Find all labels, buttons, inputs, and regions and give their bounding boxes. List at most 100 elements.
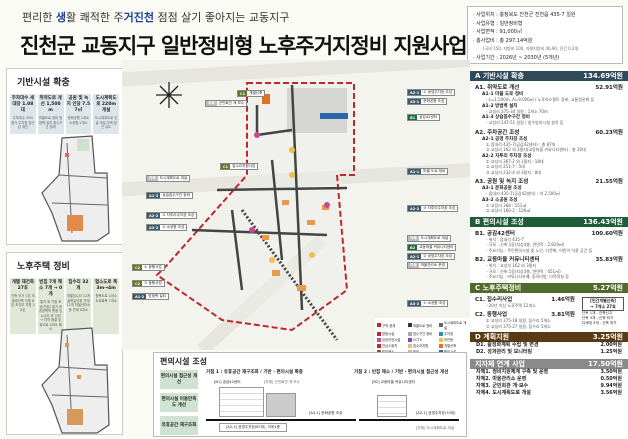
goal-badge: 유휴공간 재구조화 bbox=[160, 416, 198, 435]
info-budget: · 총사업비 : 총 297.14억원 bbox=[473, 37, 533, 44]
stat-desc: 마을도로 정비 방범벽 설치 침수구간 정비 bbox=[38, 116, 63, 129]
legend-item: 안심스위치 bbox=[377, 343, 407, 348]
budget-row: D2. 성과관리 및 모니터링 1.25억원 bbox=[470, 349, 628, 356]
legend-item: 보안등 bbox=[439, 337, 469, 342]
slogan: 편리한 생활 쾌적한 주거진천 점점 살기 좋아지는 교동지구 bbox=[22, 9, 289, 25]
stat-desc: 건축 허가 1호 개별재건축 지원 6호 조건부 지원 20호 bbox=[11, 294, 35, 312]
map-tag[interactable]: C1 개별신축 bbox=[237, 90, 266, 97]
j2-label: [자체] 도시계획도로 개설 bbox=[416, 426, 455, 430]
tag-code: A1-1 bbox=[408, 169, 422, 174]
map-tag[interactable]: A2-1 ① 공영주차장 조성 bbox=[407, 89, 455, 96]
legend-label: 집수리지원 bbox=[413, 344, 429, 348]
goal-badge: 편의시설 접근성 개선 bbox=[160, 370, 198, 389]
map-tag[interactable]: A2-2 ② 자투리주차장 조성 bbox=[146, 212, 198, 219]
project-info-box: · 사업위치 : 충청북도 진천군 진천읍 435-7 일원 · 사업유형 : … bbox=[467, 6, 623, 64]
map-tag[interactable]: 지체 마을관리소 운영 bbox=[407, 262, 448, 269]
map-tag[interactable]: B1 공감42센터 bbox=[407, 114, 441, 121]
item-amount: 52.91억원 bbox=[595, 85, 623, 91]
section-E-header: 지자체 연계 사업 17.50억원 bbox=[470, 359, 628, 369]
budget-row: D1. 활성화계획 수립 및 변경 2.00억원 bbox=[470, 342, 628, 349]
map-tag[interactable]: A1-2 방범벽 설치 bbox=[132, 293, 169, 300]
map-tag[interactable]: 지체 도시계획도로 개설 bbox=[146, 175, 191, 182]
legend-label: 보안등 bbox=[444, 338, 454, 342]
stat-value: 공원 및 녹지 인당 7.57㎡ bbox=[66, 96, 91, 113]
budget-item: A2. 주차공간 조성 60.23억원 bbox=[470, 128, 628, 136]
tag-code: A2-1 bbox=[408, 254, 422, 259]
tag-label: 집수리지원사업 bbox=[232, 164, 256, 168]
stat-value: 집수리 32개 bbox=[68, 280, 89, 291]
budget-item: C2. 동행사업 3.81억원 bbox=[470, 310, 580, 318]
tag-label: ② 자투리주차장 조성 bbox=[162, 213, 195, 217]
map-tag[interactable]: A2-1 ② 공영주차장 조성 bbox=[407, 253, 455, 260]
section-amount: 134.69억원 bbox=[583, 72, 623, 80]
budget-item: A1. 취약도로 개선 52.91억원 bbox=[470, 83, 628, 91]
legend-swatch bbox=[408, 331, 412, 336]
item-detail: - 위치 : 교성리 162 외 3필지 bbox=[486, 263, 537, 268]
legend-swatch bbox=[439, 349, 443, 354]
subitem-detail: - 교성리 247-51 일원 / 침수방지시설 설치 등 bbox=[486, 120, 564, 125]
stat-value: 취약도로 개선 1,500m bbox=[39, 96, 62, 113]
budget-panel: A 기반시설 확충 134.69억원 A1. 취약도로 개선 52.91억원 A1-1 … bbox=[470, 68, 628, 439]
legend-swatch bbox=[377, 349, 381, 354]
section-amount: 5.27억원 bbox=[592, 283, 623, 292]
infra-title: 기반시설 확충 bbox=[17, 78, 70, 88]
tag-label: 도시계획도로 개설 bbox=[420, 236, 449, 240]
row-amount: 9.94억원 bbox=[600, 383, 622, 389]
map-tag[interactable]: C2 ① 동행사업 bbox=[132, 264, 165, 271]
stat-card: 공원 및 녹지 인당 7.57㎡ 문화공원 1개소 소공원 2개소 bbox=[65, 94, 92, 134]
tag-code: A3-1 bbox=[408, 99, 422, 104]
map-tag[interactable]: 지체 군민회관 개·보수 bbox=[205, 100, 248, 107]
map-tag[interactable]: C2 ② 동행사업 bbox=[132, 280, 165, 287]
slogan-emph: 거진천 bbox=[123, 11, 154, 24]
legend-item: 개별신축 bbox=[439, 343, 469, 348]
slogan-emph: 생 bbox=[55, 11, 66, 24]
legend-label: 개별신축 bbox=[444, 344, 457, 348]
legend-label: 구역 경계 bbox=[382, 323, 396, 328]
item-detail: ② 교성리 375-27 일원, 집수리 5개소 bbox=[486, 323, 551, 329]
tag-label: ③ 자투리주차장 조성 bbox=[423, 206, 456, 210]
map-tag[interactable]: A2-2 ③ 자투리주차장 조성 bbox=[407, 205, 459, 212]
tag-label: ① 공영주차장 조성 bbox=[423, 90, 452, 94]
subitem-detail: - 교성리 375-34 일원 : 1개소 70m bbox=[486, 108, 548, 114]
legend-label: 침수구간 정비 bbox=[413, 332, 433, 336]
section-title: A 기반시설 확충 bbox=[475, 72, 524, 80]
info-location: · 사업위치 : 충청북도 진천군 진천읍 435-7 일원 bbox=[473, 12, 576, 18]
item-title: A1. 취약도로 개선 bbox=[475, 85, 520, 91]
map-tag[interactable]: A3-2 ② 소공원 조성 bbox=[146, 224, 188, 231]
item-detail: - 규모 : 신축 1동(지상4층, 연면적 : 2,819㎡) bbox=[486, 242, 565, 247]
map-tag[interactable]: A3-1 문화공원 조성 bbox=[407, 98, 448, 105]
stat-desc: 주차대수 43% 증가 주차장 접근성 개선 bbox=[11, 116, 35, 129]
stat-card: 도시계획도로 220m 개설 도시계획도로 신설 개설 주택 접근 유도 bbox=[93, 94, 119, 134]
item-detail: - 규모 : 신축 1동(지상3층, 연면적 : 651㎡) bbox=[486, 268, 561, 274]
row-label: D1. 활성화계획 수립 및 변경 bbox=[476, 342, 539, 348]
private-rebuild-box: [민간개별신축] → 7개소 27호 단독 1개 - 건축신고 단독 3개 - 신축 … bbox=[582, 296, 624, 326]
legend-label: 방범시설 bbox=[382, 332, 395, 336]
map-tag[interactable]: A1-3 상습침수구간 정비 bbox=[146, 192, 193, 199]
site-map[interactable]: C1 개별신축 지체 군민회관 개·보수 A2-1 ① 공영주차장 조성 A3-1 문화… bbox=[122, 60, 470, 350]
tag-label: 개별신축 bbox=[249, 91, 263, 95]
tag-code: C1 bbox=[238, 91, 248, 96]
ground-line bbox=[206, 419, 356, 421]
tag-code: 지체 bbox=[408, 263, 419, 268]
map-tag[interactable]: B2 교동마을 커뮤니티센터 bbox=[407, 244, 457, 251]
map-legend: 구역 경계 마을도로 정비 도시계획도로 개설 방범시설 침수구간 정비 주차장 공공안전시… bbox=[375, 318, 471, 356]
legend-label: 안심스위치 bbox=[382, 344, 398, 348]
stat-desc: 문화공원 1개소 소공원 2개소 bbox=[67, 116, 90, 125]
stat-desc: 철거 후 거점 조성(빈집) 철거 후 공공목적 활용 임시수리 후 임대 → … bbox=[38, 300, 63, 331]
stat-desc: 협폭도로 2개소 도로확폭 7개소 bbox=[95, 294, 117, 303]
b1-section-diagram bbox=[219, 387, 264, 417]
budget-row: 자체3. 군민회관 개·보수 9.94억원 bbox=[470, 383, 628, 390]
legend-swatch bbox=[377, 343, 381, 348]
map-tag[interactable]: A3-2 ① 소공원 조성 bbox=[407, 300, 449, 307]
tag-code: A3-2 bbox=[408, 301, 422, 306]
subitem-detail: - L=1,500m, A=9,000㎡ / 노후아스팔트 정비, 교통정온화 … bbox=[486, 97, 595, 102]
ground-line bbox=[359, 419, 459, 421]
stat-desc: 개별집수리 12개 골목길단위 연계 12개 마을관리소 등 연계 8개소 bbox=[66, 294, 91, 312]
tag-label: 도시계획도로 개설 bbox=[159, 176, 188, 180]
section-title: C 노후주택정비 bbox=[475, 283, 522, 292]
tag-label: ② 공영주차장 조성 bbox=[423, 254, 452, 258]
map-tag[interactable]: C1 집수리지원사업 bbox=[220, 163, 259, 170]
a2-1-label: [A2-1] 공영주차장(70대) bbox=[416, 411, 456, 415]
map-tag[interactable]: 지체 도시계획도로 개설 bbox=[407, 235, 452, 242]
map-tag[interactable]: A1-1 마을 도로 정비 bbox=[407, 168, 449, 175]
